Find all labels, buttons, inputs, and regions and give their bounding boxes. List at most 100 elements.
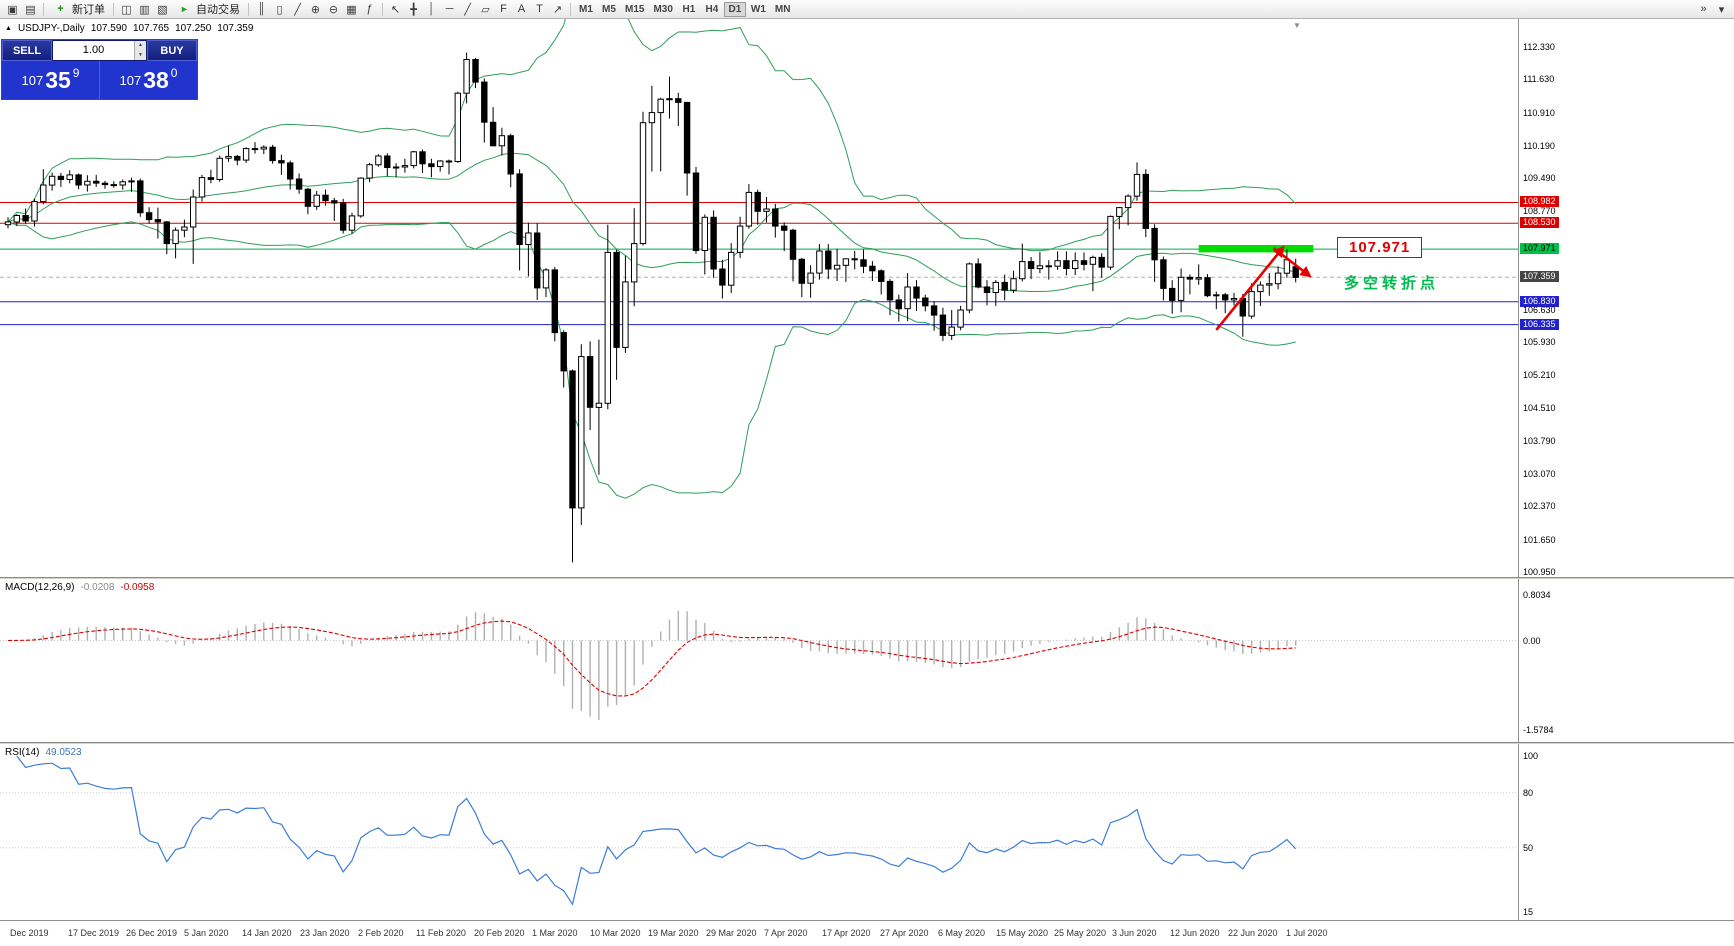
price-axis-label: 105.210 [1523, 370, 1556, 380]
date-axis-label: 23 Jan 2020 [300, 928, 350, 938]
date-axis[interactable]: Dec 2019 17 Dec 2019 26 Dec 2019 5 Jan 2020… [0, 920, 1734, 946]
one-click-trading-panel: SELL 1.00 ▲ ▼ BUY 107 35 9 107 38 0 [1, 39, 198, 100]
sell-button[interactable]: SELL [2, 40, 52, 61]
turning-point-annotation[interactable]: 多空转折点 [1344, 275, 1440, 292]
price-axis-label: 107.971 [1520, 243, 1559, 254]
buy-price-display[interactable]: 107 38 0 [100, 61, 197, 99]
price-axis-label: 103.790 [1523, 436, 1556, 446]
panel-splitter[interactable] [0, 577, 1734, 579]
sell-price-big: 35 [45, 66, 71, 93]
zoom-out-icon[interactable]: ⊖ [328, 3, 339, 16]
timeframe-button-m1[interactable]: M1 [575, 2, 597, 17]
high-value: 107.765 [132, 23, 170, 34]
volume-stepper[interactable]: ▲ ▼ [134, 41, 146, 60]
timeframe-button-w1[interactable]: W1 [747, 2, 770, 17]
volume-up-icon[interactable]: ▲ [135, 41, 146, 51]
date-axis-label: 12 Jun 2020 [1170, 928, 1220, 938]
date-axis-label: 25 May 2020 [1054, 928, 1107, 938]
rsi-value: 49.0523 [45, 747, 82, 758]
date-axis-label: 17 Dec 2019 [68, 928, 120, 938]
indicators-icon[interactable]: ƒ [366, 3, 373, 15]
price-axis-label: 108.530 [1520, 217, 1559, 228]
toolbar-separator [43, 2, 44, 16]
rsi-label: RSI(14) 49.0523 [5, 747, 82, 758]
new-chart-icon[interactable]: ▣ [7, 3, 18, 16]
date-axis-label: 1 Mar 2020 [532, 928, 578, 938]
price-chart-canvas[interactable] [0, 19, 1734, 577]
new-order-button[interactable]: + 新订单 [48, 1, 109, 17]
price-axis-label: 104.510 [1523, 403, 1556, 413]
trendline-icon[interactable]: ╱ [464, 3, 471, 16]
rsi-axis-label: 80 [1523, 788, 1534, 798]
horizontal-line-icon[interactable]: ─ [445, 3, 454, 15]
new-order-label: 新订单 [72, 4, 105, 16]
tile-windows-icon[interactable]: ▦ [346, 3, 357, 16]
date-axis-label: 29 Mar 2020 [706, 928, 757, 938]
bar-chart-icon[interactable]: ║ [257, 3, 266, 15]
volume-input[interactable]: 1.00 ▲ ▼ [53, 41, 146, 60]
fibonacci-icon[interactable]: F [500, 3, 507, 15]
price-axis-separator [1518, 19, 1519, 920]
market-watch-icon[interactable]: ◫ [121, 3, 132, 16]
timeframe-button-h4[interactable]: H4 [701, 2, 723, 17]
toolbar-separator [382, 2, 383, 16]
date-axis-label: 19 Mar 2020 [648, 928, 699, 938]
arrows-icon[interactable]: ↗ [552, 3, 563, 16]
volume-down-icon[interactable]: ▼ [135, 50, 146, 60]
navigator-icon[interactable]: ▥ [139, 3, 150, 16]
timeframe-button-mn[interactable]: MN [771, 2, 795, 17]
price-axis-label: 103.070 [1523, 469, 1556, 479]
zoom-in-icon[interactable]: ⊕ [310, 3, 321, 16]
price-axis-label: 106.830 [1520, 296, 1559, 307]
macd-signal-value: -0.0958 [120, 582, 155, 593]
rsi-name: RSI(14) [5, 747, 40, 758]
new-order-icon: + [57, 3, 64, 15]
timeframe-button-m5[interactable]: M5 [598, 2, 620, 17]
sell-price-display[interactable]: 107 35 9 [2, 61, 99, 99]
label-icon[interactable]: T [536, 3, 543, 15]
buy-button[interactable]: BUY [147, 40, 197, 61]
price-axis-label: 105.930 [1523, 337, 1556, 347]
price-axis-label: 108.982 [1520, 196, 1559, 207]
panel-splitter[interactable] [0, 742, 1734, 744]
terminal-icon[interactable]: ▧ [157, 3, 168, 16]
chart-shift-marker[interactable]: ▼ [1293, 21, 1301, 30]
auto-trading-button[interactable]: ► 自动交易 [172, 1, 244, 17]
rsi-panel[interactable]: RSI(14) 49.0523 100 80 50 15 [0, 744, 1734, 920]
auto-trading-play-icon: ► [180, 4, 189, 14]
macd-value: -0.0208 [80, 582, 115, 593]
cursor-icon[interactable]: ↖ [390, 3, 401, 16]
toolbar-separator [248, 2, 249, 16]
candlestick-chart-icon[interactable]: ▯ [276, 3, 283, 16]
dropdown-icon[interactable]: ▾ [1718, 3, 1725, 16]
timeframe-button-d1[interactable]: D1 [723, 1, 746, 17]
price-axis-label: 101.650 [1523, 535, 1556, 545]
text-icon[interactable]: A [517, 3, 526, 15]
date-axis-label: 14 Jan 2020 [242, 928, 292, 938]
buy-price-prefix: 107 [119, 72, 142, 88]
main-chart-panel[interactable]: ▲ USDJPY-,Daily 107.590 107.765 107.250 … [0, 19, 1734, 577]
date-axis-label: 2 Feb 2020 [358, 928, 404, 938]
price-axis-label: 108.770 [1523, 206, 1556, 216]
date-axis-label: 6 May 2020 [938, 928, 986, 938]
macd-canvas[interactable] [0, 579, 1734, 742]
timeframe-button-h1[interactable]: H1 [678, 2, 700, 17]
chart-profiles-icon[interactable]: ▤ [25, 3, 36, 16]
timeframe-button-m30[interactable]: M30 [649, 2, 676, 17]
channel-icon[interactable]: ▱ [481, 3, 490, 16]
price-axis-label: 102.370 [1523, 501, 1556, 511]
sell-price-sup: 9 [72, 66, 80, 80]
vertical-line-icon[interactable]: │ [428, 3, 435, 15]
macd-axis-label: 0.8034 [1523, 590, 1551, 600]
low-value: 107.250 [175, 23, 212, 34]
chart-ohlc-header: ▲ USDJPY-,Daily 107.590 107.765 107.250 … [5, 23, 253, 34]
crosshair-icon[interactable]: ╋ [410, 3, 417, 16]
toolbar-separator [113, 2, 114, 16]
chart-overflow-icon[interactable]: » [1700, 3, 1707, 15]
macd-panel[interactable]: MACD(12,26,9) -0.0208 -0.0958 0.8034 0.00… [0, 579, 1734, 742]
sell-price-prefix: 107 [21, 72, 44, 88]
line-chart-icon[interactable]: ╱ [294, 3, 301, 16]
timeframe-button-m15[interactable]: M15 [621, 2, 648, 17]
rsi-canvas[interactable] [0, 744, 1734, 920]
price-annotation-label[interactable]: 107.971 [1337, 237, 1423, 258]
